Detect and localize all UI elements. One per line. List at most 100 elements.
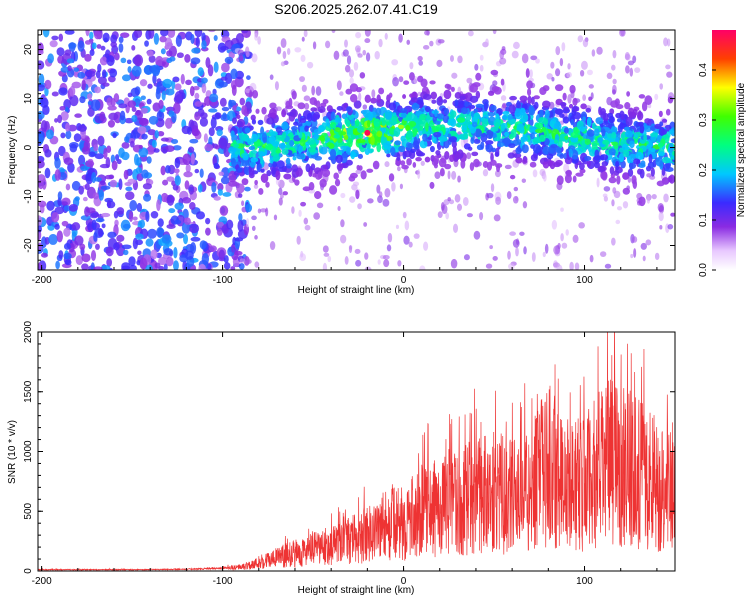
spectrogram-cell bbox=[251, 133, 258, 142]
spectrogram-cell bbox=[624, 102, 631, 110]
spectrogram-cell bbox=[637, 110, 642, 118]
spectrogram-cell bbox=[249, 161, 256, 168]
spectrogram-cell bbox=[382, 254, 390, 260]
spectrogram-cell bbox=[189, 85, 195, 97]
spectrogram-cell bbox=[83, 139, 91, 152]
spectrogram-cell bbox=[670, 138, 675, 144]
spectrogram-cell bbox=[663, 193, 669, 203]
spectrogram-cell bbox=[465, 114, 472, 121]
spectrogram-cell bbox=[654, 252, 660, 261]
spectrogram-cell bbox=[391, 59, 399, 66]
spectrogram-cell bbox=[438, 157, 447, 168]
spectrogram-cell bbox=[181, 197, 192, 204]
spectrogram-y-label: Frequency (Hz) bbox=[7, 116, 18, 185]
spectrogram-cell bbox=[521, 53, 529, 64]
spectrogram-cell bbox=[254, 179, 258, 186]
spectrogram-cell bbox=[211, 181, 217, 193]
spectrogram-cell bbox=[632, 109, 638, 116]
spectrogram-cell bbox=[160, 165, 166, 176]
spectrogram-cell bbox=[595, 117, 604, 125]
spectrogram-cell bbox=[400, 108, 408, 114]
spectrogram-cell bbox=[658, 151, 666, 157]
spectrogram-cell bbox=[65, 130, 72, 140]
spectrogram-cell bbox=[63, 157, 74, 165]
spectrogram-cell bbox=[528, 105, 534, 115]
spectrogram-cell bbox=[174, 83, 182, 91]
spectrogram-cell bbox=[584, 138, 591, 145]
spectrogram-cell bbox=[153, 33, 160, 45]
spectrogram-cell bbox=[578, 222, 585, 229]
spectrogram-cell bbox=[127, 92, 133, 98]
spectrogram-cell bbox=[289, 139, 295, 147]
spectrogram-cell bbox=[382, 198, 390, 207]
spectrogram-cell bbox=[246, 259, 252, 264]
spectrogram-cell bbox=[131, 106, 137, 112]
spectrogram-cell bbox=[385, 121, 390, 126]
spectrogram-cell bbox=[87, 93, 93, 100]
spectrogram-cell bbox=[553, 139, 559, 144]
spectrogram-cell bbox=[292, 156, 297, 161]
snr-x-label: Height of straight line (km) bbox=[298, 585, 415, 596]
spectrogram-cell bbox=[434, 171, 441, 179]
spectrogram-cell bbox=[157, 131, 165, 137]
spectrogram-cell bbox=[71, 222, 81, 231]
spectrogram-cell bbox=[42, 105, 50, 116]
spectrogram-cell bbox=[622, 149, 630, 158]
spectrogram-cell bbox=[353, 61, 359, 71]
spectrogram-cell bbox=[566, 71, 572, 78]
spectrogram-cell bbox=[515, 157, 523, 164]
spectrogram-cell bbox=[184, 250, 194, 260]
spectrogram-cell bbox=[88, 151, 96, 158]
spectrogram-cell bbox=[397, 260, 402, 267]
spectrogram-cell bbox=[381, 136, 388, 144]
spectrogram-cell bbox=[38, 133, 44, 145]
spectrogram-cell bbox=[280, 193, 284, 199]
spectrogram-cell bbox=[93, 144, 99, 152]
spectrogram-cell bbox=[626, 91, 631, 97]
spectrogram-cell bbox=[280, 38, 287, 49]
spectrogram-cell bbox=[562, 92, 567, 101]
spectrogram-cell bbox=[268, 135, 276, 144]
spectrogram-cell bbox=[192, 85, 200, 91]
spectrogram-cell bbox=[404, 220, 410, 231]
spectrogram-cell bbox=[562, 116, 570, 124]
spectrogram-cell bbox=[419, 265, 426, 270]
spectrogram-cell bbox=[239, 258, 246, 264]
spectrogram-cell bbox=[165, 165, 171, 174]
spectrogram-cell bbox=[616, 206, 623, 211]
spectrogram-cell bbox=[91, 172, 97, 184]
spectrogram-cell bbox=[490, 104, 497, 112]
spectrogram-cell bbox=[307, 137, 316, 145]
spectrogram-cell bbox=[96, 44, 102, 49]
spectrogram-cell bbox=[277, 134, 286, 140]
spectrogram-cell bbox=[469, 83, 479, 93]
spectrogram-cell bbox=[100, 185, 111, 190]
spectrogram-cell bbox=[133, 54, 144, 67]
spectrogram-cell bbox=[370, 148, 374, 153]
spectrogram-cell bbox=[175, 34, 182, 47]
spectrogram-cell bbox=[615, 112, 622, 119]
spectrogram-cell bbox=[74, 235, 84, 246]
spectrogram-cell bbox=[169, 56, 176, 62]
spectrogram-cell bbox=[601, 171, 608, 181]
spectrogram-cell bbox=[298, 209, 302, 217]
spectrogram-cell bbox=[303, 217, 309, 225]
spectrogram-cell bbox=[603, 113, 609, 122]
spectrogram-cell bbox=[147, 83, 153, 89]
spectrogram-cell bbox=[612, 78, 617, 85]
spectrogram-cell bbox=[254, 261, 260, 268]
spectrogram-cell bbox=[538, 117, 547, 125]
spectrogram-cell bbox=[365, 52, 371, 62]
spectrogram-cell bbox=[611, 237, 616, 246]
spectrogram-cell bbox=[38, 200, 47, 208]
spectrogram-cell bbox=[107, 105, 117, 111]
spectrogram-cell bbox=[447, 170, 451, 180]
spectrogram-cell bbox=[577, 35, 584, 43]
spectrogram-cell bbox=[670, 212, 675, 217]
spectrogram-cell bbox=[194, 101, 203, 107]
spectrogram-cell bbox=[570, 118, 575, 126]
spectrogram-cell bbox=[125, 186, 133, 192]
spectrogram-cell bbox=[457, 175, 461, 183]
spectrogram-cell bbox=[351, 109, 356, 116]
spectrogram-cell bbox=[378, 191, 383, 198]
